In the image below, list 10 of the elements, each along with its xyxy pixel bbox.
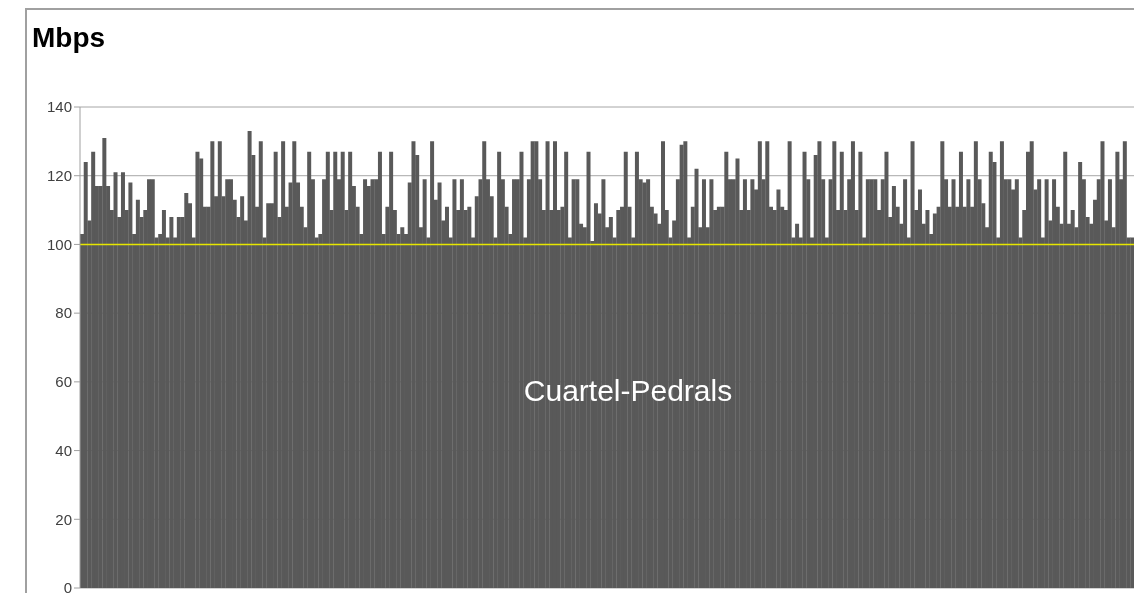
y-tick-label: 40: [55, 441, 72, 459]
y-tick-label: 60: [55, 373, 72, 391]
y-tick-label: 80: [55, 304, 72, 322]
y-tick-label: 120: [46, 167, 72, 185]
y-tick-label: 100: [46, 235, 72, 253]
y-tick-label: 20: [55, 510, 72, 528]
y-tick-label: 0: [63, 579, 72, 593]
chart-title: Mbps: [32, 22, 106, 54]
y-tick-label: 140: [46, 98, 72, 116]
series-label: Cuartel-Pedrals: [522, 374, 734, 408]
